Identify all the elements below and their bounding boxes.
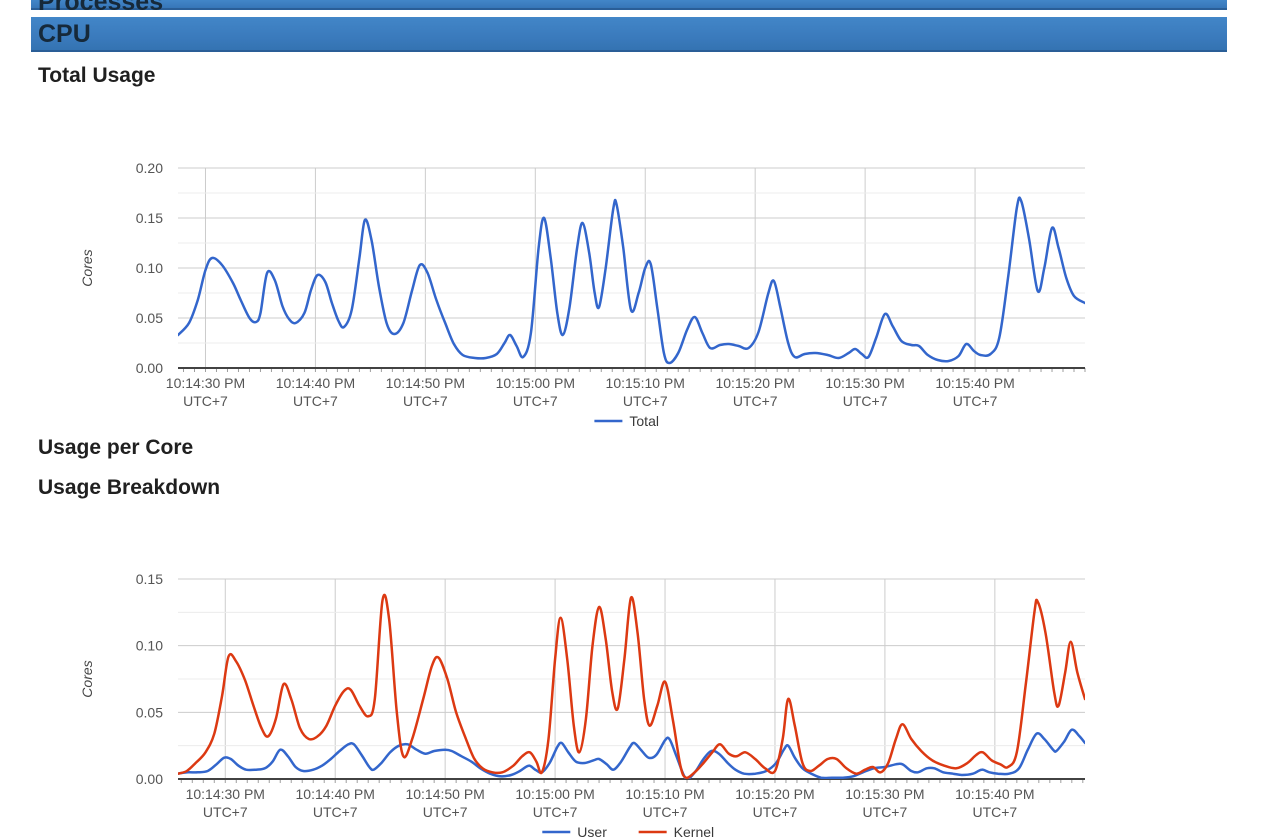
y-tick-label: 0.05 [136, 704, 163, 720]
x-tick-label: 10:15:20 PM [735, 786, 814, 802]
series-line-kernel [178, 593, 1085, 779]
x-tick-sublabel: UTC+7 [972, 804, 1017, 820]
x-tick-label: 10:14:30 PM [166, 375, 245, 391]
total-usage-chart: 0.00 0.05 0.10 0.15 0.20 Cores 10:14:30 PM UTC+… [79, 160, 1086, 429]
x-tick-sublabel: UTC+7 [843, 393, 888, 409]
section-header-processes-label: Processes [38, 0, 163, 10]
x-tick-label: 10:15:40 PM [955, 786, 1034, 802]
x-tick-sublabel: UTC+7 [623, 393, 668, 409]
legend-label: Total [629, 413, 659, 429]
x-tick-label: 10:15:20 PM [715, 375, 794, 391]
legend-item-user: User [542, 824, 607, 839]
x-tick-sublabel: UTC+7 [183, 393, 228, 409]
legend-label: Kernel [674, 824, 714, 839]
y-tick-label: 0.05 [136, 310, 163, 326]
y-tick-label: 0.15 [136, 571, 163, 587]
x-tick-label: 10:14:40 PM [276, 375, 355, 391]
x-tick-label: 10:14:50 PM [386, 375, 465, 391]
heading-total-usage: Total Usage [38, 64, 156, 87]
x-tick-label: 10:15:30 PM [825, 375, 904, 391]
heading-usage-breakdown: Usage Breakdown [38, 476, 221, 499]
legend-label: User [577, 824, 607, 839]
y-axis-title: Cores [79, 660, 95, 697]
x-tick-sublabel: UTC+7 [643, 804, 688, 820]
heading-usage-per-core: Usage per Core [38, 436, 194, 459]
section-header-cpu-label: CPU [38, 20, 91, 48]
x-tick-sublabel: UTC+7 [733, 393, 778, 409]
y-tick-label: 0.00 [136, 360, 163, 376]
section-header-cpu: CPU [31, 17, 1227, 52]
x-tick-sublabel: UTC+7 [863, 804, 908, 820]
x-tick-label: 10:15:10 PM [606, 375, 685, 391]
x-tick-label: 10:15:00 PM [496, 375, 575, 391]
x-tick-label: 10:15:40 PM [935, 375, 1014, 391]
x-tick-label: 10:15:30 PM [845, 786, 924, 802]
x-tick-sublabel: UTC+7 [313, 804, 358, 820]
x-tick-label: 10:14:40 PM [296, 786, 375, 802]
x-tick-sublabel: UTC+7 [953, 393, 998, 409]
x-tick-label: 10:15:10 PM [625, 786, 704, 802]
section-header-processes: Processes [31, 0, 1227, 10]
y-tick-label: 0.20 [136, 160, 163, 176]
legend-item-total: Total [594, 413, 659, 429]
y-tick-label: 0.10 [136, 638, 163, 654]
y-tick-label: 0.15 [136, 210, 163, 226]
y-tick-label: 0.00 [136, 771, 163, 787]
legend-item-kernel: Kernel [638, 824, 714, 839]
x-tick-sublabel: UTC+7 [423, 804, 468, 820]
series-line-total [178, 196, 1085, 365]
y-axis-title: Cores [79, 249, 95, 286]
x-tick-label: 10:14:30 PM [186, 786, 265, 802]
x-tick-sublabel: UTC+7 [753, 804, 798, 820]
x-tick-sublabel: UTC+7 [403, 393, 448, 409]
x-tick-sublabel: UTC+7 [513, 393, 558, 409]
usage-breakdown-chart: 0.00 0.05 0.10 0.15 Cores 10:14:30 PM UTC+7 10:… [79, 571, 1085, 839]
x-tick-label: 10:15:00 PM [515, 786, 594, 802]
x-tick-label: 10:14:50 PM [405, 786, 484, 802]
x-tick-sublabel: UTC+7 [293, 393, 338, 409]
y-tick-label: 0.10 [136, 260, 163, 276]
series-line-user [178, 728, 1085, 779]
x-tick-sublabel: UTC+7 [533, 804, 578, 820]
x-tick-sublabel: UTC+7 [203, 804, 248, 820]
